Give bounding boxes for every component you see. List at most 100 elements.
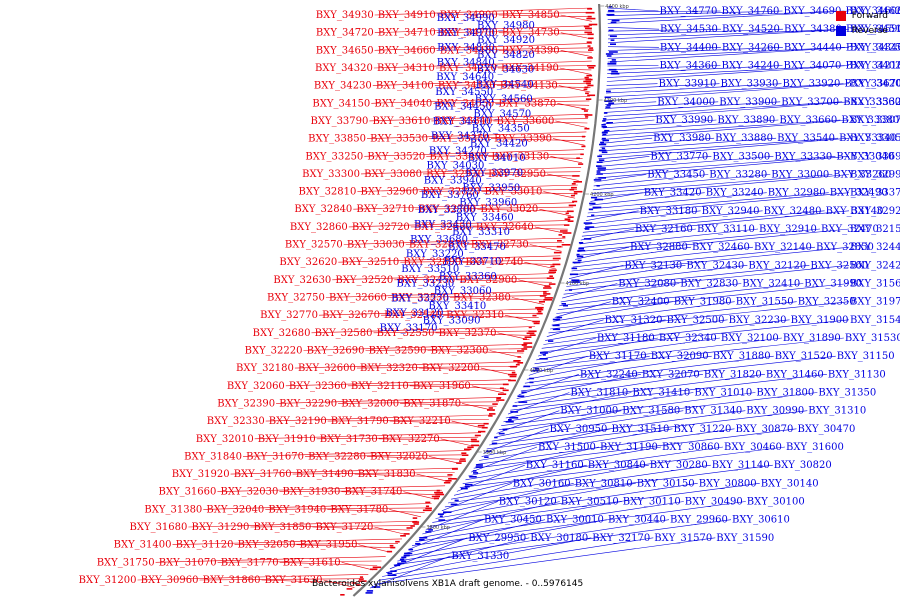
- forward-gene-label: BXY_32590: [369, 346, 427, 357]
- reverse-gene: [569, 289, 573, 291]
- reverse-gene: [606, 122, 613, 124]
- forward-gene-label: BXY_31930: [283, 487, 341, 498]
- forward-gene: [413, 523, 419, 525]
- reverse-gene: [443, 511, 452, 513]
- reverse-gene: [606, 90, 611, 93]
- forward-gene: [509, 375, 517, 378]
- reverse-gene: [540, 352, 548, 354]
- reverse-gene: [602, 118, 607, 120]
- reverse-gene-label: BXY_33140: [826, 206, 884, 217]
- legend-forward: Forward: [835, 8, 888, 23]
- reverse-gene-label: BXY_34600: [846, 6, 900, 17]
- forward-gene: [532, 314, 537, 317]
- reverse-gene-label: BXY_30460: [724, 442, 782, 453]
- forward-gene-label: BXY_31950: [300, 540, 358, 551]
- forward-gene-label: BXY_32110: [351, 381, 409, 392]
- reverse-gene-label-leader: [559, 283, 742, 307]
- forward-gene: [483, 422, 489, 425]
- forward-gene-label: BXY_31290: [192, 522, 250, 533]
- reverse-gene-label: BXY_32410: [742, 279, 800, 290]
- reverse-gene-label: BXY_31160: [526, 460, 584, 471]
- forward-gene-label: BXY_31960: [413, 381, 471, 392]
- reverse-gene: [556, 316, 563, 319]
- forward-gene: [510, 365, 517, 368]
- forward-gene-label: BXY_32000: [341, 398, 399, 409]
- forward-gene-label-leader: [325, 290, 549, 298]
- reverse-gene-label: BXY_31500: [538, 442, 596, 453]
- forward-gene: [511, 371, 516, 374]
- reverse-gene-label: BXY_34350: [472, 124, 530, 135]
- forward-gene: [583, 25, 590, 28]
- forward-gene-label: BXY_32810: [299, 187, 357, 198]
- forward-gene-label: BXY_32320: [360, 363, 418, 374]
- reverse-gene: [552, 324, 560, 327]
- forward-gene-label: BXY_32300: [431, 346, 489, 357]
- reverse-gene-label-leader: [550, 301, 797, 330]
- legend-reverse-label: Reverse: [851, 25, 888, 36]
- reverse-gene-label: BXY_34420: [470, 139, 528, 150]
- reverse-gene-label: BXY_34510: [850, 24, 900, 35]
- reverse-gene-label-leader: [382, 537, 592, 577]
- reverse-gene-label-leader: [607, 10, 783, 16]
- forward-gene: [481, 426, 488, 429]
- reverse-gene-label-leader: [601, 119, 850, 140]
- forward-gene-label-leader: [373, 60, 592, 69]
- forward-gene: [562, 236, 566, 238]
- forward-gene-label: BXY_32210: [393, 416, 451, 427]
- forward-gene: [355, 584, 361, 586]
- forward-gene-label: BXY_31940: [268, 504, 326, 515]
- tick-label: 4400 kbp: [605, 4, 629, 10]
- forward-gene-label: BXY_31400: [114, 540, 172, 551]
- forward-gene: [477, 424, 485, 427]
- forward-gene-label-leader: [488, 156, 583, 159]
- forward-gene: [515, 363, 520, 366]
- forward-gene: [526, 332, 535, 335]
- forward-gene-label-leader: [316, 436, 479, 440]
- forward-gene-label: BXY_32520: [335, 275, 393, 286]
- reverse-gene-label: BXY_32880: [630, 242, 688, 253]
- reverse-gene-label: BXY_31510: [612, 424, 670, 435]
- forward-gene: [565, 212, 569, 215]
- reverse-gene-label: BXY_31980: [674, 297, 732, 308]
- reverse-gene-label: BXY_33890: [717, 115, 775, 126]
- forward-gene-label-leader: [436, 47, 593, 51]
- forward-gene-label: BXY_34040: [374, 98, 432, 109]
- reverse-gene-label-leader: [562, 283, 618, 299]
- forward-gene-label-leader: [155, 556, 386, 563]
- forward-gene-label: BXY_31740: [345, 487, 403, 498]
- reverse-gene-label: BXY_34030: [427, 161, 485, 172]
- reverse-gene: [610, 72, 620, 75]
- forward-gene: [492, 403, 498, 405]
- forward-gene: [523, 342, 533, 344]
- reverse-gene: [517, 395, 525, 397]
- forward-gene: [543, 299, 553, 301]
- forward-gene: [464, 448, 472, 451]
- reverse-gene-label-leader: [607, 28, 722, 32]
- forward-gene: [578, 163, 584, 165]
- forward-gene-label: BXY_32890: [403, 257, 461, 268]
- reverse-gene-label-leader: [578, 228, 759, 249]
- reverse-gene-label: BXY_34980: [477, 20, 535, 31]
- reverse-gene-label-leader: [584, 210, 701, 225]
- forward-gene: [523, 346, 533, 348]
- reverse-gene-label: BXY_31990: [804, 279, 862, 290]
- reverse-gene-label: BXY_32420: [850, 260, 900, 271]
- reverse-gene-label-leader: [453, 464, 587, 496]
- reverse-gene-label: BXY_34010: [468, 153, 526, 164]
- forward-gene-label-leader: [366, 131, 587, 139]
- reverse-gene-label-leader: [541, 319, 790, 349]
- reverse-gene: [604, 129, 610, 132]
- forward-gene-label: BXY_31760: [234, 469, 292, 480]
- reverse-gene-label: BXY_30160: [513, 478, 571, 489]
- forward-gene-label: BXY_32670: [322, 310, 380, 321]
- forward-gene-label-leader: [230, 467, 458, 475]
- reverse-gene-label-leader: [536, 337, 658, 361]
- forward-gene: [543, 291, 547, 293]
- reverse-gene-label: BXY_34990: [437, 13, 495, 24]
- forward-gene: [435, 493, 445, 496]
- reverse-gene-label-leader: [567, 265, 686, 283]
- forward-gene: [585, 92, 589, 95]
- forward-gene: [460, 458, 466, 460]
- forward-gene-label-leader: [495, 103, 590, 106]
- reverse-gene: [552, 328, 561, 331]
